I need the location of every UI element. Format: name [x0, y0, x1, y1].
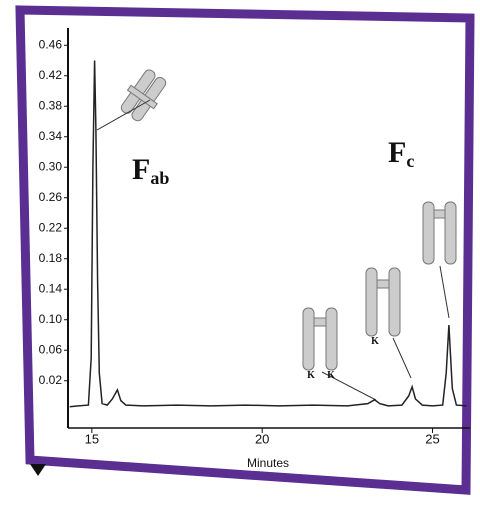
y-tick-label: 0.02	[39, 373, 63, 387]
annotation-arrows	[96, 99, 450, 401]
x-tick-label: 20	[255, 431, 269, 446]
annotation: Fab	[132, 153, 169, 188]
y-tick-label: 0.22	[39, 220, 63, 234]
y-tick-label: 0.46	[39, 37, 63, 51]
x-axis-label: Minutes	[247, 456, 289, 470]
triangle-marker	[30, 464, 46, 476]
chromatogram-trace	[69, 60, 467, 408]
y-tick-label: 0.14	[39, 281, 63, 295]
y-tick-label: 0.10	[39, 312, 63, 326]
y-tick-label: 0.42	[39, 68, 63, 82]
annotation: Fc	[388, 136, 414, 171]
annotation: K	[327, 370, 335, 381]
annotation-text: F	[388, 136, 406, 169]
antibody-icons	[120, 69, 457, 371]
annotation-subscript: c	[406, 151, 414, 171]
annotation-text: K	[371, 336, 379, 347]
y-tick-label: 0.38	[39, 98, 63, 112]
y-tick-label: 0.06	[39, 342, 63, 356]
y-tick-label: 0.34	[39, 129, 63, 143]
x-tick-label: 25	[425, 431, 439, 446]
annotation: K	[371, 336, 379, 347]
annotation-text: K	[327, 370, 335, 381]
y-tick-label: 0.26	[39, 190, 63, 204]
y-tick-label: 0.18	[39, 251, 63, 265]
annotation: K	[307, 370, 315, 381]
annotation-subscript: ab	[150, 168, 169, 188]
frame	[15, 5, 475, 495]
annotation-text: F	[132, 153, 150, 186]
annotation-text: K	[307, 370, 315, 381]
x-tick-label: 15	[85, 431, 99, 446]
y-tick-label: 0.30	[39, 159, 63, 173]
